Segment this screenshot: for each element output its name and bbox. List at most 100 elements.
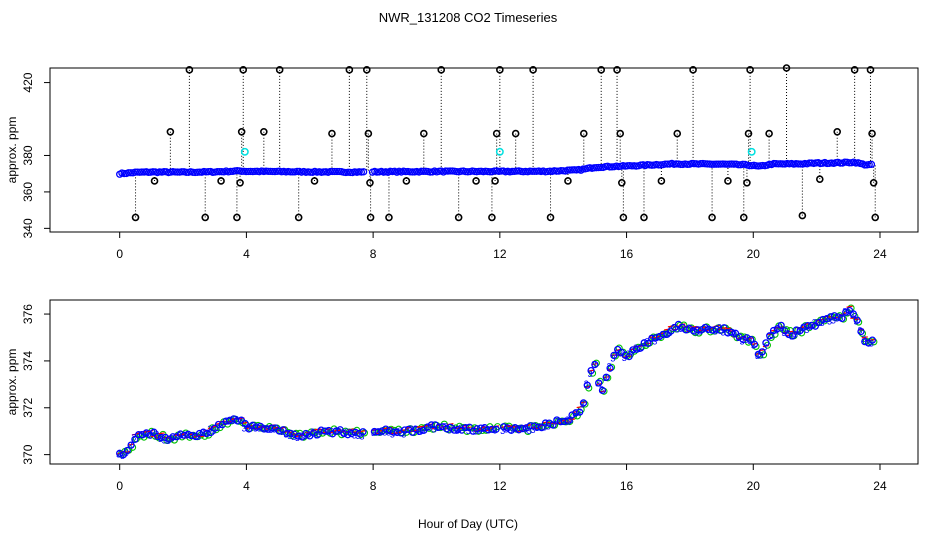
series3-point: 3 <box>249 421 254 431</box>
main-series-point <box>845 159 853 167</box>
blue-series-point <box>849 310 858 318</box>
series3-point: 3 <box>397 426 402 436</box>
blue-series-point <box>781 327 789 335</box>
series3-point: 3 <box>188 431 193 441</box>
y-tick-label: 376 <box>21 304 35 324</box>
main-series-point <box>528 167 536 176</box>
flask-outlier-point <box>472 177 480 185</box>
series3-point: 3 <box>378 428 383 438</box>
series3-point: 3 <box>219 420 224 430</box>
red-series-point <box>561 419 568 422</box>
flask-outlier-point <box>746 66 754 74</box>
flask-outlier-point <box>233 213 241 222</box>
series3-point: 3 <box>675 324 680 334</box>
series3-point: 3 <box>325 427 330 437</box>
series3-point: 3 <box>173 432 178 442</box>
series3-point: 3 <box>766 332 771 342</box>
blue-series-point <box>655 332 664 341</box>
main-series-point <box>654 161 663 169</box>
blue-series-point <box>218 421 226 429</box>
series3-point: 3 <box>177 431 182 441</box>
flask-outlier-point <box>871 213 880 222</box>
series3-point: 3 <box>523 424 528 434</box>
blue-series-point <box>819 315 827 324</box>
red-series-point <box>572 410 579 413</box>
main-series-point <box>182 168 190 176</box>
series3-point: 3 <box>857 325 862 335</box>
x-tick-label: 16 <box>620 247 634 261</box>
blue-series-point <box>587 366 595 375</box>
red-series-point <box>150 434 158 438</box>
series3-point: 3 <box>280 427 285 437</box>
flask-outlier-point <box>765 129 773 138</box>
top-y-axis: 340 360 380 420 <box>21 72 51 238</box>
blue-series-point <box>800 323 808 331</box>
main-series-point <box>417 167 425 175</box>
series3-point: 3 <box>226 416 231 426</box>
green-series-point <box>870 338 878 346</box>
red-series-point <box>428 423 435 426</box>
red-series-point <box>568 418 576 421</box>
flask-outlier-point <box>546 213 555 222</box>
blue-series-point <box>465 423 474 431</box>
blue-series-point <box>526 422 534 430</box>
blue-series-point <box>625 352 633 361</box>
series3-point: 3 <box>485 425 490 435</box>
series3-point: 3 <box>401 429 406 439</box>
blue-series-point <box>610 351 618 360</box>
series3-point: 3 <box>150 428 155 438</box>
series3-point: 3 <box>166 436 171 446</box>
series3-point: 3 <box>781 328 786 338</box>
series3-point: 3 <box>709 325 714 335</box>
series3-point: 3 <box>641 338 646 348</box>
blue-series-point <box>583 381 591 389</box>
red-series-point <box>147 430 154 433</box>
blue-series-point <box>138 431 147 439</box>
flask-outlier-point <box>236 179 244 187</box>
blue-series-point <box>868 336 877 344</box>
flask-outlier-point <box>328 129 336 138</box>
series3-point: 3 <box>785 329 790 339</box>
series3-point: 3 <box>299 431 304 441</box>
series3-point: 3 <box>257 423 262 433</box>
blue-series-point <box>602 373 610 381</box>
red-series-point <box>705 329 713 332</box>
blue-series-point <box>344 431 352 439</box>
series3-point: 3 <box>432 424 437 434</box>
cyan-point <box>495 147 504 156</box>
blue-series-point <box>701 323 709 332</box>
series3-point: 3 <box>283 429 288 439</box>
series3-point: 3 <box>557 416 562 426</box>
flask-outlier-point <box>166 127 175 136</box>
blue-series-point <box>750 340 759 348</box>
series3-point: 3 <box>702 324 707 334</box>
blue-series-point <box>838 314 846 323</box>
red-series-point <box>861 336 868 339</box>
flask-outlier-point <box>613 66 621 74</box>
y-tick-label: 340 <box>21 218 35 238</box>
y-tick-label: 380 <box>21 145 35 165</box>
series3-point: 3 <box>154 429 159 439</box>
flask-outlier-point <box>850 66 859 74</box>
red-series-point <box>587 369 595 372</box>
series3-point: 3 <box>550 420 555 430</box>
red-series-point <box>721 326 728 330</box>
red-series-point <box>629 348 636 351</box>
flask-outlier-point <box>724 177 732 185</box>
blue-series-point <box>290 430 299 438</box>
red-series-point <box>667 325 675 328</box>
series3-point: 3 <box>808 322 813 332</box>
series3-point: 3 <box>572 409 577 419</box>
series3-point: 3 <box>207 424 212 434</box>
x-tick-label: 8 <box>370 479 377 493</box>
series3-point: 3 <box>660 329 665 339</box>
main-series-point <box>723 160 731 168</box>
series3-point: 3 <box>462 423 467 433</box>
red-series-point <box>625 355 633 358</box>
x-tick-label: 24 <box>873 247 887 261</box>
series3-point: 3 <box>565 415 570 425</box>
red-series-point <box>644 342 652 345</box>
flask-outlier-point <box>437 66 446 74</box>
flask-outlier-point <box>488 213 496 222</box>
red-series-point <box>580 401 587 404</box>
